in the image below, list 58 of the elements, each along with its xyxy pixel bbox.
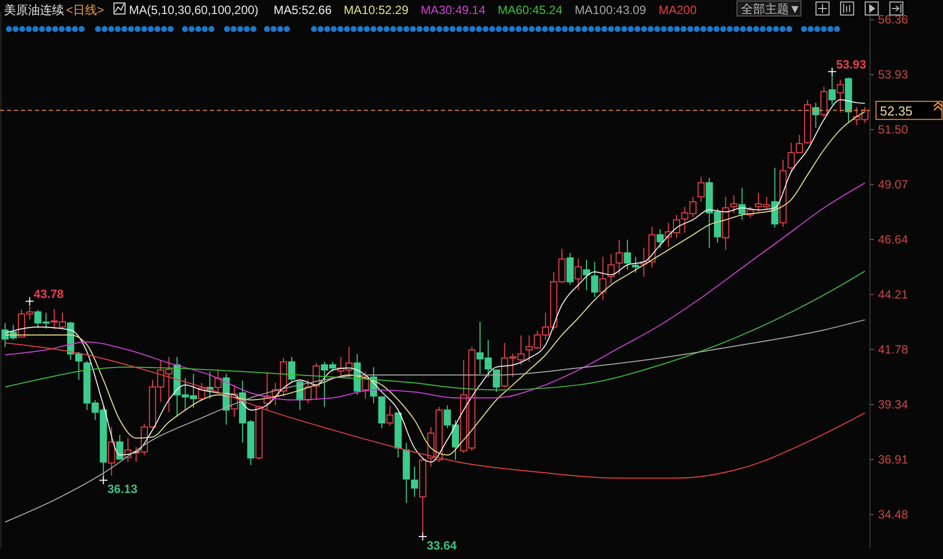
- candlestick: [771, 167, 778, 228]
- y-tick-label: 39.34: [878, 398, 908, 412]
- candlestick: [214, 368, 222, 392]
- candlestick: [624, 239, 631, 270]
- candlestick: [386, 405, 394, 426]
- candlestick: [779, 159, 787, 228]
- candlestick: [648, 226, 656, 268]
- text: MA10:52.29: [344, 3, 409, 17]
- candlestick: [230, 384, 238, 418]
- candlestick: [812, 102, 820, 128]
- y-tick-label: 44.21: [878, 287, 908, 302]
- line-series: [4, 270, 866, 390]
- candlestick: [698, 176, 705, 202]
- candlestick: [312, 362, 320, 400]
- y-tick-label: 51.50: [878, 122, 908, 137]
- chart-subtitle: <日线>: [66, 3, 104, 17]
- line-series: [4, 342, 866, 479]
- candlestick: [632, 256, 640, 274]
- candlestick: [607, 253, 615, 284]
- text: MA30:49.14: [420, 3, 486, 17]
- candlestick: [836, 79, 844, 114]
- candlestick: [730, 194, 738, 214]
- y-tick-label: 56.36: [878, 12, 908, 27]
- candlestick: [844, 77, 852, 122]
- y-tick-label: 49.07: [878, 178, 908, 192]
- candlestick: [574, 258, 582, 291]
- y-tick-label: 41.78: [878, 342, 908, 356]
- text: MA100:43.09: [574, 3, 646, 17]
- candlestick: [640, 247, 648, 278]
- candlestick: [116, 434, 124, 460]
- candlestick: [656, 228, 664, 248]
- ref-line-label: 52.35: [880, 103, 913, 118]
- annotation: 33.64: [426, 538, 458, 553]
- annotation: 36.13: [107, 482, 138, 496]
- text: MA60:45.24: [498, 3, 563, 17]
- line-series: [4, 319, 866, 522]
- annotation: 43.78: [34, 287, 64, 302]
- text: MA5:52.66: [274, 3, 332, 17]
- y-tick-label: 53.93: [878, 68, 908, 82]
- candlestick: [304, 379, 312, 404]
- candlestick: [599, 256, 606, 300]
- chart-title: 美原油连续: [4, 3, 64, 17]
- text: MA200: [658, 3, 697, 17]
- y-tick-label: 34.48: [878, 508, 908, 522]
- candlestick: [722, 196, 730, 250]
- y-tick-label: 46.64: [878, 232, 908, 247]
- candlestick: [402, 442, 410, 504]
- y-tick-label: 36.91: [878, 452, 908, 467]
- candlestick: [616, 239, 623, 276]
- candlestick: [582, 259, 590, 291]
- candlestick: [362, 371, 369, 400]
- candlestick: [591, 261, 598, 298]
- candlestick: [410, 466, 418, 498]
- legend-title: MA(5,10,30,60,100,200): [129, 3, 258, 17]
- annotation: 53.93: [836, 58, 866, 72]
- annotation: 全部主题▼: [741, 2, 801, 16]
- line-series: [4, 182, 866, 400]
- candlestick: [108, 426, 116, 476]
